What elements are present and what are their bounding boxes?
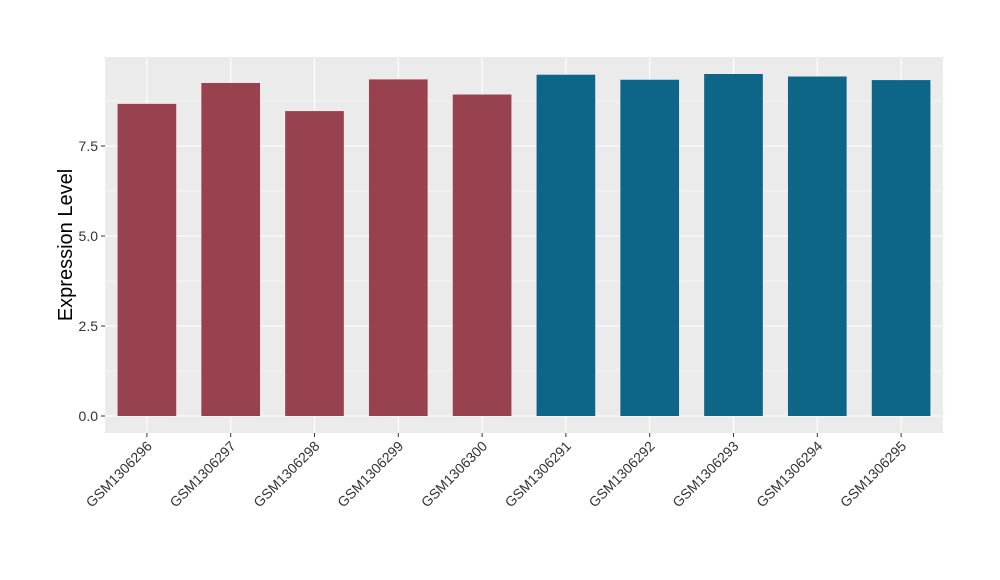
- y-tick-label: 7.5: [79, 138, 99, 154]
- bar-GSM1306293: [704, 74, 763, 416]
- x-tick-label: GSM1306293: [669, 438, 742, 511]
- x-tick-label: GSM1306299: [334, 438, 407, 511]
- bars: [117, 74, 931, 417]
- y-tick-label: 0.0: [79, 408, 99, 424]
- y-tick-label: 5.0: [79, 228, 99, 244]
- x-axis: GSM1306296 GSM1306297 GSM1306298 GSM1306299…: [83, 433, 910, 511]
- bar-GSM1306300: [452, 94, 512, 417]
- y-axis: 0.0 2.5 5.0 7.5: [79, 138, 105, 424]
- bar-GSM1306296: [117, 103, 177, 416]
- bar-GSM1306292: [620, 79, 680, 416]
- bar-GSM1306297: [201, 83, 261, 416]
- x-tick-label: GSM1306296: [83, 438, 156, 511]
- bar-GSM1306291: [536, 74, 596, 416]
- x-tick-label: GSM1306292: [585, 438, 658, 511]
- x-tick-label: GSM1306298: [250, 438, 323, 511]
- x-tick-label: GSM1306291: [502, 438, 575, 511]
- x-tick-label: GSM1306294: [753, 438, 826, 511]
- bar-GSM1306298: [285, 111, 344, 416]
- y-tick-label: 2.5: [79, 318, 99, 334]
- bar-GSM1306294: [787, 76, 847, 417]
- y-axis-title: Expression Level: [55, 169, 77, 321]
- bar-GSM1306299: [368, 79, 428, 417]
- x-tick-label: GSM1306295: [837, 438, 910, 511]
- bar-GSM1306295: [871, 80, 931, 417]
- x-tick-label: GSM1306300: [418, 438, 491, 511]
- x-tick-label: GSM1306297: [166, 438, 239, 511]
